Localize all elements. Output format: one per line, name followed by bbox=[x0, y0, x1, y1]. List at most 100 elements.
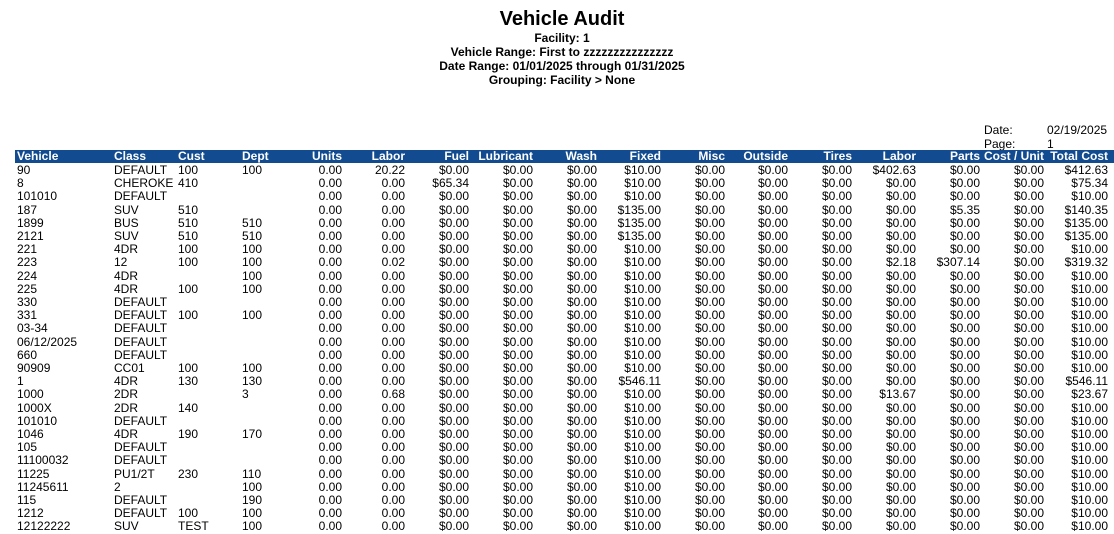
table-cell: $0.00 bbox=[694, 387, 725, 402]
table-cell: $0.00 bbox=[438, 202, 469, 217]
table-cell: 0.00 bbox=[381, 427, 405, 441]
table-cell: 105 bbox=[17, 440, 38, 455]
table-cell: $10.00 bbox=[624, 321, 661, 336]
table-cell: $0.00 bbox=[757, 321, 788, 336]
table-cell: $0.00 bbox=[566, 295, 597, 309]
column-header-cost-unit: Cost / Unit bbox=[984, 149, 1044, 163]
table-cell: 510 bbox=[178, 229, 199, 243]
table-cell: 0.00 bbox=[381, 242, 405, 257]
table-cell: 06/12/2025 bbox=[17, 334, 78, 349]
table-cell: 0.00 bbox=[381, 295, 405, 309]
table-cell: 0.68 bbox=[381, 387, 405, 402]
table-cell: $10.00 bbox=[1071, 506, 1108, 521]
table-cell: 0.02 bbox=[381, 255, 405, 270]
table-cell: DEFAULT bbox=[114, 163, 168, 177]
table-cell: $10.00 bbox=[624, 506, 661, 521]
table-cell: $10.00 bbox=[624, 255, 661, 270]
table-cell: 100 bbox=[242, 268, 263, 283]
table-cell: $0.00 bbox=[1013, 202, 1044, 217]
table-cell: $0.00 bbox=[566, 268, 597, 283]
table-cell: $0.00 bbox=[1013, 176, 1044, 191]
table-cell: $0.00 bbox=[949, 374, 980, 389]
table-cell: $10.00 bbox=[1071, 268, 1108, 283]
table-cell: 510 bbox=[242, 215, 263, 230]
table-cell: 4DR bbox=[114, 242, 139, 257]
column-header-vehicle: Vehicle bbox=[17, 149, 59, 163]
table-cell: $0.00 bbox=[502, 163, 533, 177]
table-cell: $0.00 bbox=[821, 334, 852, 349]
table-cell: 187 bbox=[17, 202, 38, 217]
table-cell: $0.00 bbox=[885, 493, 916, 507]
table-cell: $10.00 bbox=[624, 281, 661, 296]
table-cell: 224 bbox=[17, 268, 38, 283]
table-cell: $0.00 bbox=[821, 242, 852, 257]
table-cell: $0.00 bbox=[821, 466, 852, 481]
table-cell: $0.00 bbox=[566, 361, 597, 375]
table-cell: 90 bbox=[17, 163, 31, 177]
table-cell: $0.00 bbox=[757, 308, 788, 323]
table-cell: 330 bbox=[17, 295, 38, 309]
table-cell: $0.00 bbox=[438, 427, 469, 441]
table-cell: $0.00 bbox=[949, 281, 980, 296]
table-cell: $0.00 bbox=[502, 242, 533, 257]
table-cell: $0.00 bbox=[885, 308, 916, 323]
table-cell: $0.00 bbox=[502, 176, 533, 191]
table-cell: $5.35 bbox=[949, 202, 980, 217]
table-cell: 0.00 bbox=[318, 321, 342, 336]
table-cell: $0.00 bbox=[821, 308, 852, 323]
table-cell: $0.00 bbox=[757, 387, 788, 402]
table-cell: $0.00 bbox=[757, 176, 788, 191]
table-cell: $0.00 bbox=[502, 519, 533, 534]
table-cell: 100 bbox=[178, 163, 199, 177]
table-cell: $0.00 bbox=[502, 493, 533, 507]
table-cell: 0.00 bbox=[381, 466, 405, 481]
table-cell: 0.00 bbox=[318, 281, 342, 296]
table-cell: SUV bbox=[114, 202, 139, 217]
table-cell: $0.00 bbox=[1013, 295, 1044, 309]
column-header-tires: Tires bbox=[823, 149, 852, 163]
table-cell: $0.00 bbox=[566, 400, 597, 415]
table-cell: $0.00 bbox=[1013, 493, 1044, 507]
table-cell: 0.00 bbox=[318, 440, 342, 455]
table-cell: $10.00 bbox=[1071, 519, 1108, 534]
page-value: 1 bbox=[1047, 137, 1054, 151]
table-cell: $0.00 bbox=[1013, 413, 1044, 428]
date-label: Date: bbox=[984, 123, 1013, 137]
table-cell: $0.00 bbox=[566, 334, 597, 349]
table-cell: 8 bbox=[17, 176, 24, 191]
table-cell: 190 bbox=[242, 493, 263, 507]
table-cell: $307.14 bbox=[936, 255, 980, 270]
table-cell: $0.00 bbox=[1013, 453, 1044, 468]
table-cell: $0.00 bbox=[502, 361, 533, 375]
table-cell: $0.00 bbox=[885, 242, 916, 257]
table-cell: 0.00 bbox=[381, 506, 405, 521]
table-cell: 170 bbox=[242, 427, 263, 441]
table-cell: 2 bbox=[114, 479, 121, 494]
table-cell: $0.00 bbox=[885, 215, 916, 230]
table-cell: $0.00 bbox=[502, 334, 533, 349]
table-cell: $0.00 bbox=[438, 493, 469, 507]
table-cell: $0.00 bbox=[757, 229, 788, 243]
table-cell: $0.00 bbox=[821, 229, 852, 243]
table-cell: $0.00 bbox=[502, 400, 533, 415]
table-cell: $0.00 bbox=[885, 453, 916, 468]
table-cell: $0.00 bbox=[566, 506, 597, 521]
table-cell: 0.00 bbox=[318, 400, 342, 415]
table-cell: $10.00 bbox=[1071, 479, 1108, 494]
table-cell: $0.00 bbox=[438, 479, 469, 494]
table-cell: 0.00 bbox=[318, 229, 342, 243]
table-cell: $10.00 bbox=[624, 387, 661, 402]
table-cell: $0.00 bbox=[502, 255, 533, 270]
table-cell: $0.00 bbox=[949, 400, 980, 415]
table-cell: $0.00 bbox=[1013, 334, 1044, 349]
table-cell: $10.00 bbox=[624, 519, 661, 534]
table-cell: $0.00 bbox=[502, 374, 533, 389]
table-cell: 0.00 bbox=[381, 229, 405, 243]
table-cell: $135.00 bbox=[617, 202, 661, 217]
table-cell: DEFAULT bbox=[114, 308, 168, 323]
table-cell: DEFAULT bbox=[114, 440, 168, 455]
table-cell: $0.00 bbox=[757, 466, 788, 481]
table-cell: 100 bbox=[242, 163, 263, 177]
table-cell: $10.00 bbox=[1071, 440, 1108, 455]
table-cell: 0.00 bbox=[381, 493, 405, 507]
